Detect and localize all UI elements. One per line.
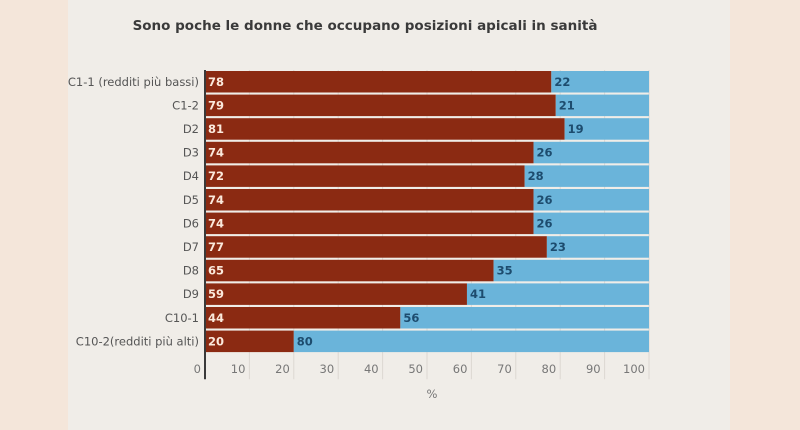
bar-women xyxy=(205,283,467,305)
bar-men xyxy=(555,94,649,117)
chart-title: Sono poche le donne che occupano posizio… xyxy=(132,18,598,34)
bar-women xyxy=(205,259,494,282)
x-tick-label: 50 xyxy=(408,362,423,376)
bar-women xyxy=(205,118,565,140)
category-label: D5 xyxy=(183,193,199,207)
bar-women xyxy=(205,165,525,187)
category-label: C1-2 xyxy=(172,98,199,112)
x-axis-label: % xyxy=(427,387,438,401)
data-label: 81 xyxy=(208,122,224,136)
bar-women xyxy=(205,307,401,329)
bar-women xyxy=(205,330,294,353)
bar-women xyxy=(205,212,534,235)
bar-men xyxy=(564,118,649,140)
bar-men xyxy=(546,236,649,258)
x-tick-label: 40 xyxy=(364,362,379,376)
x-tick-label: 80 xyxy=(542,362,557,376)
data-label: 65 xyxy=(208,264,224,278)
category-label: D4 xyxy=(183,169,199,183)
data-label: 23 xyxy=(550,240,566,254)
bar-men xyxy=(533,141,649,164)
data-label: 41 xyxy=(470,287,486,301)
category-label: D8 xyxy=(183,264,199,278)
x-tick-label: 60 xyxy=(453,362,468,376)
bar-women xyxy=(205,189,534,211)
data-label: 74 xyxy=(208,146,224,160)
category-label: D2 xyxy=(183,122,199,136)
bar-men xyxy=(293,330,649,353)
data-label: 28 xyxy=(528,169,544,183)
category-label: C10-2(redditi più alti) xyxy=(76,334,199,348)
bar-women xyxy=(205,94,556,117)
x-tick-label: 0 xyxy=(194,362,201,376)
bar-women xyxy=(205,141,534,164)
bar-men xyxy=(400,307,649,329)
data-label: 77 xyxy=(208,240,224,254)
x-tick-label: 100 xyxy=(623,362,645,376)
data-label: 35 xyxy=(497,264,513,278)
data-label: 56 xyxy=(403,311,419,325)
bar-men xyxy=(551,71,649,93)
bar-men xyxy=(493,259,649,282)
data-label: 78 xyxy=(208,75,224,89)
bar-women xyxy=(205,71,552,93)
category-label: C1-1 (redditi più bassi) xyxy=(68,75,199,89)
data-label: 44 xyxy=(208,311,224,325)
category-label: D9 xyxy=(183,287,199,301)
data-label: 26 xyxy=(537,216,553,230)
bar-men xyxy=(533,212,649,235)
data-label: 79 xyxy=(208,98,224,112)
data-label: 21 xyxy=(559,98,575,112)
category-label: C10-1 xyxy=(165,311,199,325)
bar-women xyxy=(205,236,547,258)
category-label: D3 xyxy=(183,146,199,160)
data-label: 74 xyxy=(208,193,224,207)
bar-men xyxy=(524,165,649,187)
x-tick-label: 70 xyxy=(497,362,512,376)
data-label: 19 xyxy=(568,122,584,136)
x-tick-label: 20 xyxy=(275,362,290,376)
category-label: D6 xyxy=(183,216,199,230)
data-label: 26 xyxy=(537,193,553,207)
bar-men xyxy=(466,283,649,305)
x-tick-label: 10 xyxy=(231,362,246,376)
data-label: 59 xyxy=(208,287,224,301)
data-label: 74 xyxy=(208,216,224,230)
data-label: 72 xyxy=(208,169,224,183)
x-tick-label: 90 xyxy=(586,362,601,376)
data-label: 80 xyxy=(297,334,313,348)
bar-men xyxy=(533,189,649,211)
data-label: 20 xyxy=(208,334,224,348)
x-tick-label: 30 xyxy=(320,362,335,376)
category-label: D7 xyxy=(183,240,199,254)
data-label: 22 xyxy=(554,75,570,89)
data-label: 26 xyxy=(537,146,553,160)
